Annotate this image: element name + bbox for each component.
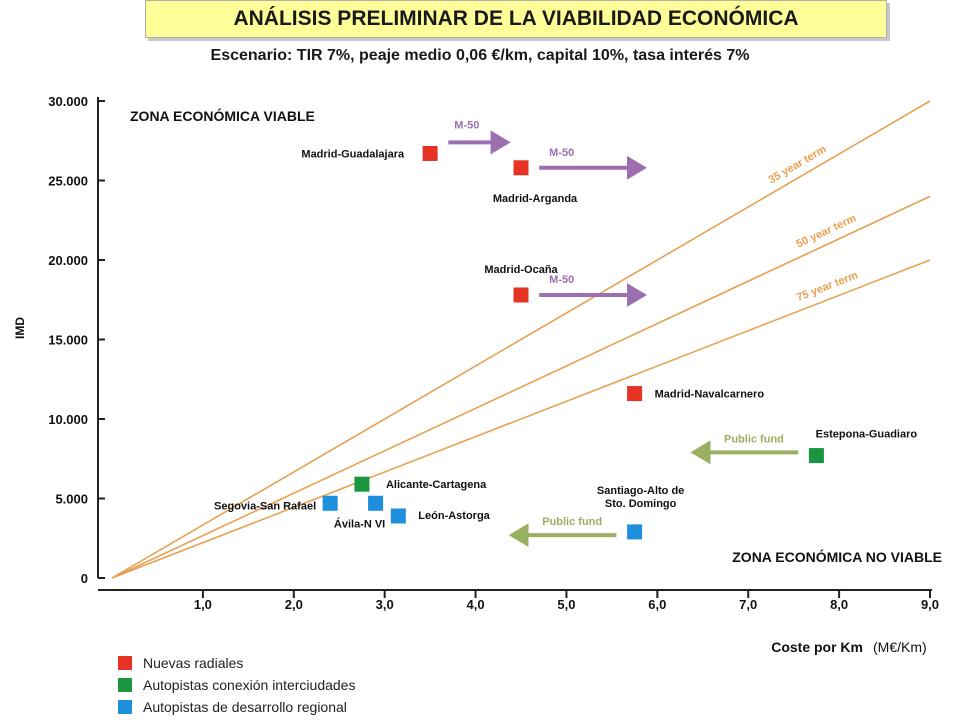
point-label: Segovia-San Rafael (214, 500, 316, 512)
x-tick-label: 2,0 (285, 597, 303, 612)
point-label: Estepona-Guadiaro (816, 429, 918, 441)
y-tick-label: 10.000 (48, 412, 88, 427)
y-tick-label: 15.000 (48, 333, 88, 348)
title-banner: ANÁLISIS PRELIMINAR DE LA VIABILIDAD ECO… (145, 0, 887, 38)
chart-title: ANÁLISIS PRELIMINAR DE LA VIABILIDAD ECO… (233, 7, 799, 30)
data-point-radiales (513, 160, 529, 176)
point-label: Madrid-Arganda (493, 193, 578, 205)
legend: Nuevas radiales Autopistas conexión inte… (118, 652, 355, 718)
legend-swatch-interciudades (118, 678, 132, 692)
point-label: Madrid-Navalcarnero (655, 389, 765, 401)
point-label: Ávila-N VI (334, 517, 385, 530)
arrow-label: M-50 (454, 119, 479, 131)
point-label-line: Santiago-Alto de (597, 485, 684, 497)
x-tick-label: 9,0 (921, 597, 939, 612)
x-tick-label: 3,0 (376, 597, 394, 612)
x-axis-unit: (M€/Km) (873, 639, 927, 655)
term-line-label: 75 year term (795, 269, 860, 304)
legend-swatch-radiales (118, 656, 132, 670)
chart-subtitle: Escenario: TIR 7%, peaje medio 0,06 €/km… (210, 47, 750, 64)
term-line (111, 100, 931, 579)
point-label: Santiago-Alto de Sto. Domingo (597, 485, 684, 510)
x-tick-label: 4,0 (467, 597, 485, 612)
y-tick-label: 5.000 (55, 492, 88, 507)
data-point-regional (322, 495, 338, 511)
point-label: Alicante-Cartagena (386, 479, 487, 491)
y-tick-label: 0 (81, 571, 88, 586)
y-axis-label: IMD (13, 317, 27, 339)
x-tick-label: 6,0 (648, 597, 666, 612)
term-line (111, 195, 931, 579)
legend-item: Autopistas de desarrollo regional (118, 696, 355, 718)
legend-item: Nuevas radiales (118, 652, 355, 674)
data-point-interciudades (808, 448, 824, 464)
y-tick-label: 25.000 (48, 174, 88, 189)
arrow-label: M-50 (549, 274, 574, 286)
arrow-label: M-50 (549, 147, 574, 159)
point-label: Madrid-Ocaña (484, 264, 558, 276)
term-line (111, 259, 931, 579)
x-tick-label: 5,0 (557, 597, 575, 612)
point-label: León-Astorga (418, 510, 490, 522)
legend-label: Nuevas radiales (143, 655, 244, 671)
x-axis-label: Coste por Km (771, 639, 863, 655)
data-point-interciudades (354, 476, 370, 492)
x-tick-label: 8,0 (830, 597, 848, 612)
legend-item: Autopistas conexión interciudades (118, 674, 355, 696)
legend-label: Autopistas de desarrollo regional (143, 699, 347, 715)
data-point-regional (627, 524, 643, 540)
point-label-line: Sto. Domingo (605, 498, 677, 510)
y-tick-label: 20.000 (48, 253, 88, 268)
arrow-label: Public fund (542, 516, 602, 528)
data-point-radiales (422, 145, 438, 161)
x-tick-label: 7,0 (739, 597, 757, 612)
data-point-regional (368, 495, 384, 511)
data-point-radiales (513, 287, 529, 303)
point-label: Madrid-Guadalajara (301, 148, 405, 160)
legend-label: Autopistas conexión interciudades (143, 677, 356, 693)
legend-swatch-regional (118, 700, 132, 714)
data-point-regional (390, 508, 406, 524)
x-tick-label: 1,0 (194, 597, 212, 612)
data-point-radiales (627, 386, 643, 402)
zone-label-viable: ZONA ECONÓMICA VIABLE (130, 107, 315, 124)
y-tick-label: 30.000 (48, 94, 88, 109)
arrow-label: Public fund (724, 433, 784, 445)
zone-label-no-viable: ZONA ECONÓMICA NO VIABLE (732, 548, 942, 565)
